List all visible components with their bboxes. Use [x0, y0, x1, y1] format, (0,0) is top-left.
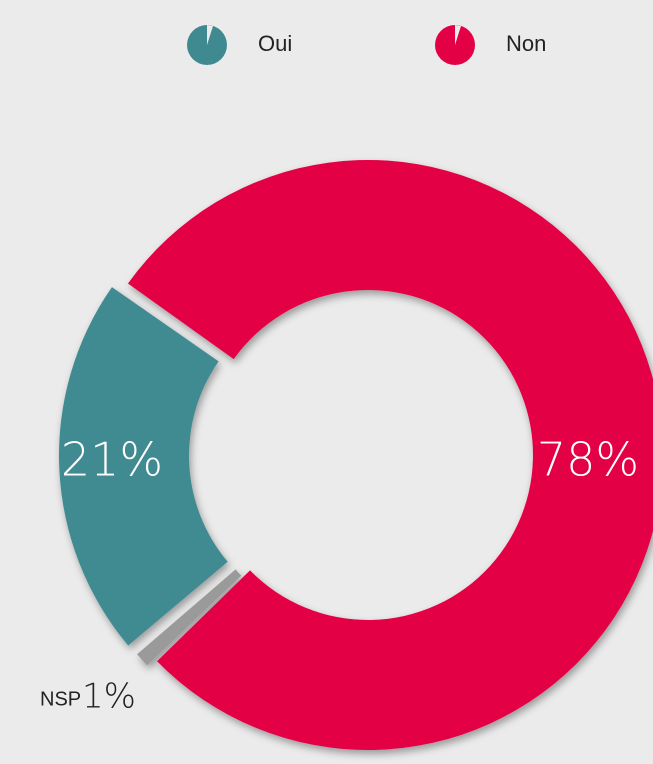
legend-notch	[455, 25, 461, 45]
donut	[59, 160, 653, 750]
legend-icon	[187, 25, 227, 65]
value-label: 78%	[537, 433, 639, 487]
legend-label: Non	[506, 31, 546, 56]
value-label: 21%	[61, 433, 163, 487]
category-label: NSP	[40, 688, 81, 710]
slice	[59, 287, 228, 646]
slice	[137, 569, 242, 666]
legend-notch	[207, 25, 213, 45]
slice	[127, 160, 653, 750]
value-label: 1%	[82, 677, 136, 717]
legend-label: Oui	[258, 31, 292, 56]
legend-icon	[435, 25, 475, 65]
legend: Oui Non	[187, 25, 546, 65]
